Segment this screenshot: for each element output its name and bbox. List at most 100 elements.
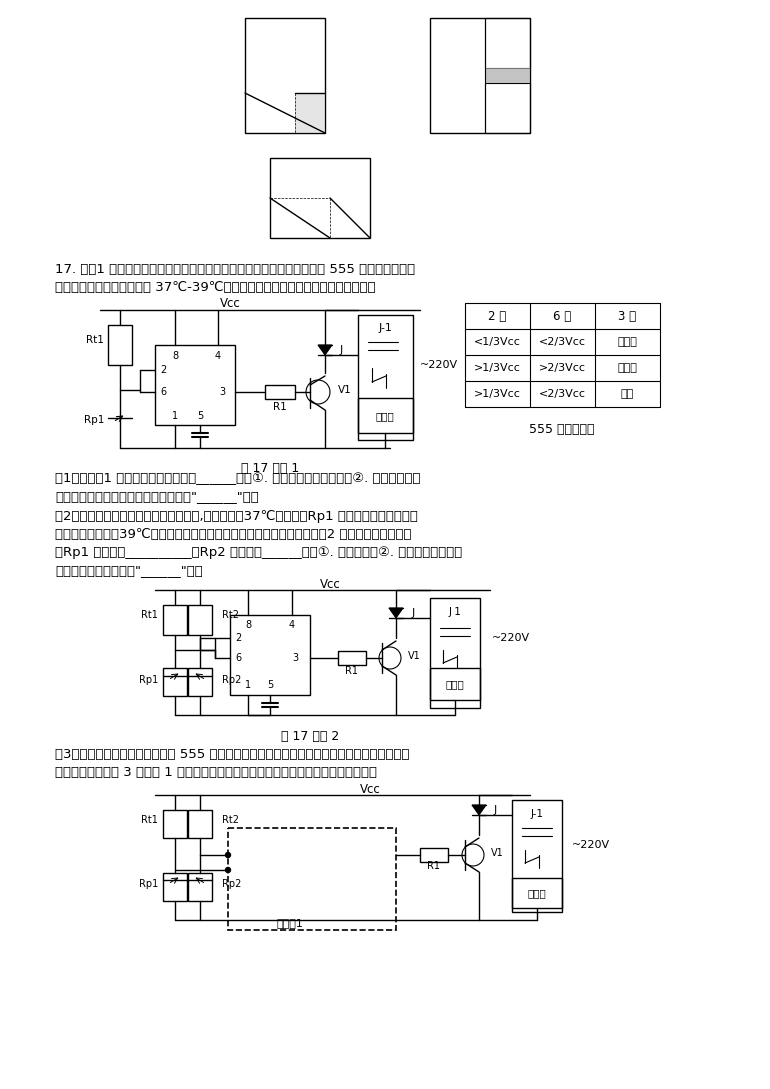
Polygon shape — [318, 345, 332, 355]
Text: 高电平: 高电平 — [617, 337, 637, 347]
Bar — [155, 345, 235, 425]
Bar — [338, 651, 366, 665]
Bar — [188, 605, 212, 635]
Text: 5: 5 — [267, 680, 273, 690]
Text: Rp2: Rp2 — [222, 675, 241, 685]
Text: 8: 8 — [245, 620, 251, 631]
Bar — [430, 668, 480, 700]
Text: 3: 3 — [292, 653, 298, 663]
Text: 6: 6 — [160, 387, 166, 397]
Text: 3 脚: 3 脚 — [618, 309, 636, 322]
Text: R1: R1 — [427, 861, 440, 871]
Text: J-1: J-1 — [531, 809, 544, 819]
Text: 6: 6 — [235, 653, 241, 663]
Text: J-1: J-1 — [378, 323, 392, 333]
Text: Vcc: Vcc — [219, 297, 240, 310]
Text: （1）电路图1 中的热敏电阻选用的是______（在①. 正温度系数热敏电阻；②. 负温度系数热: （1）电路图1 中的热敏电阻选用的是______（在①. 正温度系数热敏电阻；②… — [55, 472, 420, 485]
Text: Rt2: Rt2 — [222, 610, 239, 620]
Text: Vcc: Vcc — [360, 783, 380, 796]
Text: 3: 3 — [219, 387, 225, 397]
Text: 电热丝: 电热丝 — [376, 411, 394, 421]
Text: J: J — [340, 345, 343, 355]
Polygon shape — [295, 93, 325, 133]
Text: Rt1: Rt1 — [141, 610, 158, 620]
Text: >1/3Vcc: >1/3Vcc — [474, 363, 521, 374]
Text: R1: R1 — [273, 402, 287, 412]
Text: 中Rp1 用于调试__________；Rp2 用于调试______（在①. 上限温度；②. 下限温度中选择合: 中Rp1 用于调试__________；Rp2 用于调试______（在①. 上… — [55, 546, 462, 559]
Text: 低电平: 低电平 — [617, 363, 637, 374]
Text: V1: V1 — [408, 651, 420, 661]
Text: 敏电阻中选择合适的选项，将序号填入"______"处；: 敏电阻中选择合适的选项，将序号填入"______"处； — [55, 490, 259, 503]
Bar — [108, 325, 132, 365]
Text: 17. 如图1 所示为小明设计的保温箱温度控制电路，电路中所用的芯片为 555 芯片，该电路可: 17. 如图1 所示为小明设计的保温箱温度控制电路，电路中所用的芯片为 555 … — [55, 264, 415, 276]
Polygon shape — [389, 608, 403, 617]
Text: >1/3Vcc: >1/3Vcc — [474, 389, 521, 399]
Bar — [163, 668, 187, 696]
Polygon shape — [485, 68, 530, 83]
Text: 2 脚: 2 脚 — [488, 309, 506, 322]
Polygon shape — [472, 805, 486, 815]
Text: 4: 4 — [215, 351, 221, 360]
Text: 保持: 保持 — [621, 389, 634, 399]
Text: 555 芯片功能表: 555 芯片功能表 — [529, 423, 594, 436]
Text: Vcc: Vcc — [320, 578, 340, 591]
Bar — [485, 19, 530, 68]
Text: 5: 5 — [197, 411, 203, 421]
Text: 适的选项，将序号填入"______"处；: 适的选项，将序号填入"______"处； — [55, 564, 203, 577]
Text: Rp2: Rp2 — [222, 879, 241, 889]
Text: （3）该电路使用一段时间后发现 555 集成芯片损坏了，而手头上还有与非门电路的集成芯片，: （3）该电路使用一段时间后发现 555 集成芯片损坏了，而手头上还有与非门电路的… — [55, 748, 410, 761]
Bar — [188, 668, 212, 696]
Text: 电热丝: 电热丝 — [527, 888, 547, 898]
Text: 虚线框1: 虚线框1 — [276, 918, 303, 928]
Text: <2/3Vcc: <2/3Vcc — [538, 337, 585, 347]
Bar — [430, 19, 530, 133]
Bar — [265, 386, 295, 399]
Text: 4: 4 — [289, 620, 295, 631]
Text: J: J — [494, 805, 497, 815]
Bar — [230, 615, 310, 695]
Text: J: J — [412, 608, 415, 617]
Bar — [228, 828, 396, 930]
Bar — [512, 878, 562, 908]
Bar — [163, 605, 187, 635]
Bar — [188, 873, 212, 901]
Bar — [420, 848, 448, 862]
Text: V1: V1 — [338, 386, 352, 395]
Text: Rp1: Rp1 — [139, 675, 158, 685]
Bar — [163, 873, 187, 901]
Text: 2: 2 — [235, 633, 241, 643]
Bar — [485, 83, 530, 133]
Text: R1: R1 — [346, 666, 359, 676]
Text: V1: V1 — [491, 848, 504, 858]
Text: 请你帮助小明在图 3 虚线框 1 中用最少的与非门完成电路的设计，实现电路的原功能。: 请你帮助小明在图 3 虚线框 1 中用最少的与非门完成电路的设计，实现电路的原功… — [55, 766, 377, 779]
Text: 6 脚: 6 脚 — [553, 309, 571, 322]
Text: <2/3Vcc: <2/3Vcc — [538, 389, 585, 399]
Text: Rp1: Rp1 — [139, 879, 158, 889]
Text: J 1: J 1 — [449, 607, 461, 617]
Bar — [430, 598, 480, 708]
Text: Rt2: Rt2 — [222, 815, 239, 825]
Bar — [358, 315, 413, 440]
Circle shape — [226, 868, 230, 872]
Bar — [358, 397, 413, 433]
Bar — [512, 800, 562, 911]
Text: Rt1: Rt1 — [141, 815, 158, 825]
Text: Rp1: Rp1 — [84, 415, 104, 425]
Text: >2/3Vcc: >2/3Vcc — [538, 363, 585, 374]
Circle shape — [226, 853, 230, 857]
Text: 热，当温度上升至39℃时，加热丝并没有停止加热。小明重新设计了如图2 所示的电路，该电路: 热，当温度上升至39℃时，加热丝并没有停止加热。小明重新设计了如图2 所示的电路… — [55, 528, 411, 541]
Text: 8: 8 — [172, 351, 178, 360]
Text: ~220V: ~220V — [492, 633, 530, 643]
Bar — [163, 810, 187, 839]
Text: 第 17 题图 2: 第 17 题图 2 — [281, 730, 339, 743]
Text: 以将保温箱内的温度控制在 37℃-39℃之间，根据描述和电路图，完成以下任务：: 以将保温箱内的温度控制在 37℃-39℃之间，根据描述和电路图，完成以下任务： — [55, 281, 376, 294]
Text: 2: 2 — [160, 365, 166, 375]
Text: （2）小明在调试电路时发现电路有问题,在下限温度37℃时调试好Rp1 的阻值使加热丝开始加: （2）小明在调试电路时发现电路有问题,在下限温度37℃时调试好Rp1 的阻值使加… — [55, 510, 418, 523]
Text: 1: 1 — [245, 680, 251, 690]
Text: 电热丝: 电热丝 — [446, 680, 464, 689]
Bar — [245, 19, 325, 133]
Text: ~220V: ~220V — [420, 360, 458, 370]
Bar — [270, 158, 370, 238]
Text: Rt1: Rt1 — [86, 335, 104, 345]
Text: 1: 1 — [172, 411, 178, 421]
